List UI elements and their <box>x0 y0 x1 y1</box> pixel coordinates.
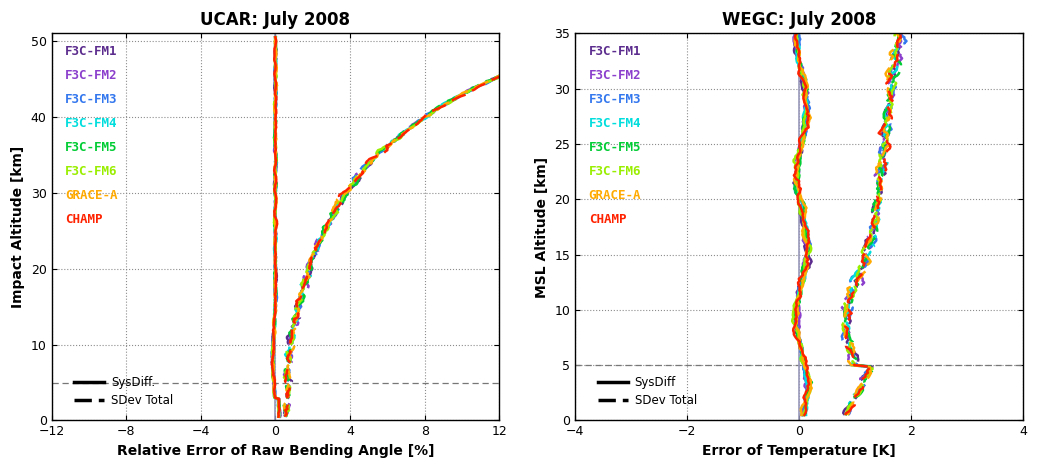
Text: CHAMP: CHAMP <box>65 213 103 226</box>
Text: F3C-FM2: F3C-FM2 <box>65 69 117 82</box>
Y-axis label: Impact Altitude [km]: Impact Altitude [km] <box>11 146 25 308</box>
Text: F3C-FM6: F3C-FM6 <box>65 165 117 178</box>
Text: F3C-FM6: F3C-FM6 <box>589 165 641 178</box>
Text: GRACE-A: GRACE-A <box>589 189 641 202</box>
Legend: SysDiff, SDev Total: SysDiff, SDev Total <box>595 373 701 411</box>
Y-axis label: MSL Altitude [km]: MSL Altitude [km] <box>535 156 549 297</box>
Text: F3C-FM5: F3C-FM5 <box>589 141 641 154</box>
Legend: SysDiff., SDev Total: SysDiff., SDev Total <box>71 373 176 411</box>
Text: GRACE-A: GRACE-A <box>65 189 117 202</box>
X-axis label: Error of Temperature [K]: Error of Temperature [K] <box>702 444 896 458</box>
Text: F3C-FM3: F3C-FM3 <box>65 93 117 106</box>
Text: F3C-FM3: F3C-FM3 <box>589 93 641 106</box>
Text: F3C-FM2: F3C-FM2 <box>589 69 641 82</box>
Text: CHAMP: CHAMP <box>589 213 626 226</box>
Text: F3C-FM1: F3C-FM1 <box>65 45 117 58</box>
Title: UCAR: July 2008: UCAR: July 2008 <box>200 11 351 29</box>
X-axis label: Relative Error of Raw Bending Angle [%]: Relative Error of Raw Bending Angle [%] <box>116 444 434 458</box>
Title: WEGC: July 2008: WEGC: July 2008 <box>721 11 876 29</box>
Text: F3C-FM4: F3C-FM4 <box>65 117 117 130</box>
Text: F3C-FM5: F3C-FM5 <box>65 141 117 154</box>
Text: F3C-FM4: F3C-FM4 <box>589 117 641 130</box>
Text: F3C-FM1: F3C-FM1 <box>589 45 641 58</box>
